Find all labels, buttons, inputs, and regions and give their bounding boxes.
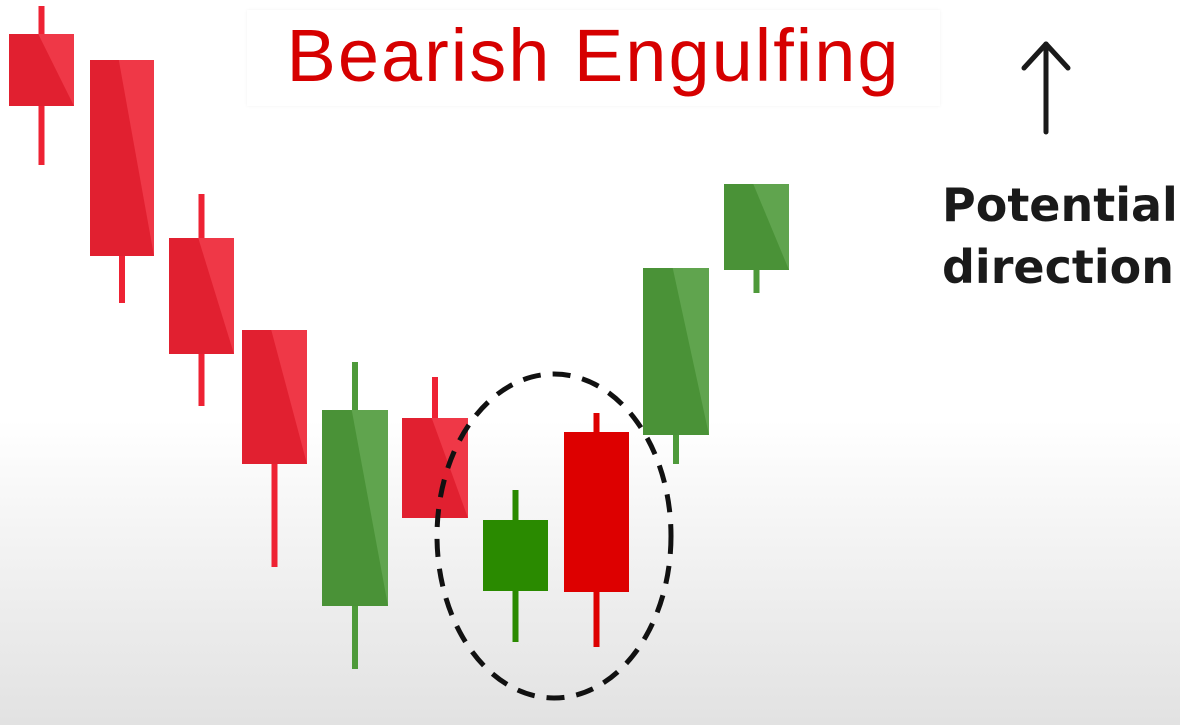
candle-body xyxy=(724,184,789,270)
candle-bearish-1 xyxy=(9,6,74,165)
candle-body xyxy=(402,418,468,518)
candle-body xyxy=(242,330,307,464)
candle-shadow xyxy=(643,268,709,435)
candle-shadow xyxy=(724,184,789,270)
candle-body xyxy=(9,34,74,106)
candle-highlight xyxy=(271,330,307,464)
candle-bearish-2 xyxy=(90,60,154,303)
potential-direction-label: Potential direction xyxy=(942,174,1178,298)
candle-body xyxy=(643,268,709,435)
up-arrow-icon xyxy=(1021,41,1071,135)
candle-bullish-7 xyxy=(483,490,548,642)
candle-shadow xyxy=(402,418,468,518)
label-line-1: Potential xyxy=(942,178,1178,232)
candle-shadow xyxy=(242,330,307,464)
candle-shadow xyxy=(169,238,234,354)
candle-bullish-9 xyxy=(643,268,709,464)
candle-highlight xyxy=(753,184,789,270)
candle-shadow xyxy=(322,410,388,606)
candle-bullish-10 xyxy=(724,184,789,293)
label-line-2: direction xyxy=(942,240,1174,294)
candle-shadow xyxy=(90,60,154,256)
candle-bearish-8 xyxy=(564,413,629,647)
candle-highlight xyxy=(351,410,388,606)
candle-body xyxy=(564,432,629,592)
candle-body xyxy=(169,238,234,354)
candle-bearish-4 xyxy=(242,330,307,567)
candle-body xyxy=(483,520,548,591)
candle-body xyxy=(90,60,154,256)
candle-bearish-3 xyxy=(169,194,234,406)
candle-shadow xyxy=(9,34,74,106)
title-box: Bearish Engulfing xyxy=(247,10,940,106)
pattern-highlight-circle xyxy=(434,371,674,701)
candle-highlight xyxy=(672,268,709,435)
candle-highlight xyxy=(38,34,74,106)
candle-bearish-6 xyxy=(402,377,468,518)
candle-body xyxy=(322,410,388,606)
candle-highlight xyxy=(118,60,154,256)
candle-highlight xyxy=(198,238,234,354)
title: Bearish Engulfing xyxy=(286,14,901,97)
candle-bullish-5 xyxy=(322,362,388,669)
